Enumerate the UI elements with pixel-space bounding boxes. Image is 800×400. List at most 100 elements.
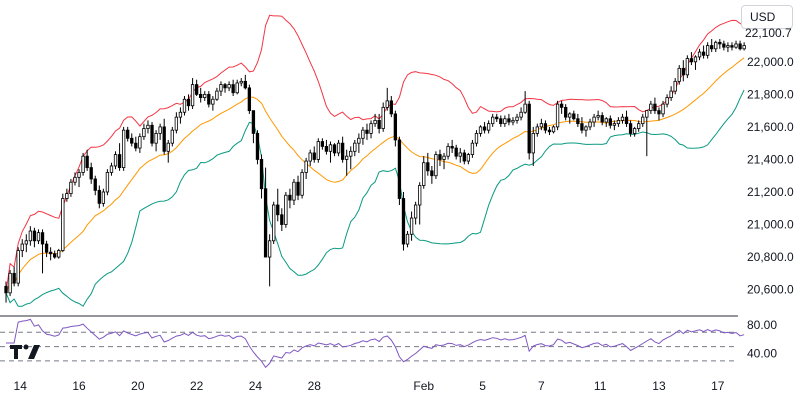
candle[interactable] <box>162 118 166 155</box>
candle[interactable] <box>511 117 515 126</box>
candle[interactable] <box>292 178 296 205</box>
candle[interactable] <box>596 110 600 121</box>
candle[interactable] <box>612 120 617 131</box>
candle[interactable] <box>328 141 333 163</box>
candle[interactable] <box>146 120 150 134</box>
candle[interactable] <box>255 130 260 165</box>
candle[interactable] <box>466 152 471 165</box>
candle[interactable] <box>478 125 483 137</box>
candle[interactable] <box>182 95 187 116</box>
candle[interactable] <box>726 42 730 53</box>
candle[interactable] <box>365 123 369 140</box>
candle[interactable] <box>409 211 414 241</box>
candle[interactable] <box>138 133 142 153</box>
candle[interactable] <box>543 120 548 134</box>
candle[interactable] <box>430 165 434 184</box>
candle[interactable] <box>474 130 479 147</box>
candle[interactable] <box>661 100 665 118</box>
candle[interactable] <box>44 240 49 258</box>
candle[interactable] <box>93 175 97 196</box>
candle[interactable] <box>113 151 118 170</box>
candle[interactable] <box>130 133 134 147</box>
candle[interactable] <box>580 117 584 134</box>
candle[interactable] <box>515 113 519 124</box>
candle[interactable] <box>65 188 69 202</box>
candle[interactable] <box>288 188 292 209</box>
price-axis[interactable]: 22,000.0 21,800.0 21,600.0 21,400.0 21,200.0… <box>747 55 794 297</box>
candle[interactable] <box>486 120 491 134</box>
candle[interactable] <box>320 138 325 150</box>
candle[interactable] <box>178 107 183 124</box>
candle[interactable] <box>507 113 511 126</box>
candle[interactable] <box>20 239 24 258</box>
candle[interactable] <box>300 169 304 199</box>
candle[interactable] <box>397 136 402 205</box>
candle[interactable] <box>73 172 77 186</box>
candle[interactable] <box>588 118 592 131</box>
candle[interactable] <box>705 42 710 59</box>
candle[interactable] <box>207 91 211 108</box>
candle[interactable] <box>584 125 588 137</box>
candle[interactable] <box>385 87 389 111</box>
candle[interactable] <box>81 152 85 176</box>
candle[interactable] <box>12 266 16 287</box>
candle[interactable] <box>142 123 146 140</box>
candle[interactable] <box>624 110 629 127</box>
candle[interactable] <box>227 81 231 92</box>
candle[interactable] <box>126 126 130 142</box>
candle[interactable] <box>559 100 564 114</box>
candle[interactable] <box>681 60 685 82</box>
candle[interactable] <box>32 227 37 248</box>
candle[interactable] <box>312 146 316 163</box>
candle[interactable] <box>219 81 223 96</box>
candle[interactable] <box>267 234 272 287</box>
candle[interactable] <box>36 229 41 245</box>
candle[interactable] <box>418 182 422 225</box>
candle[interactable] <box>77 169 81 188</box>
candle[interactable] <box>462 149 466 165</box>
candle[interactable] <box>272 201 276 245</box>
candle[interactable] <box>69 178 73 197</box>
candle[interactable] <box>454 144 458 160</box>
candle[interactable] <box>16 247 20 287</box>
candle[interactable] <box>154 130 158 152</box>
candle[interactable] <box>710 39 714 53</box>
candle[interactable] <box>495 113 499 123</box>
candle[interactable] <box>316 138 320 163</box>
candle[interactable] <box>203 91 207 101</box>
candle[interactable] <box>446 143 450 160</box>
candle[interactable] <box>592 113 596 127</box>
candle[interactable] <box>357 133 361 153</box>
candle[interactable] <box>121 126 126 171</box>
candle[interactable] <box>669 86 673 101</box>
candle[interactable] <box>665 94 669 108</box>
candle[interactable] <box>426 152 430 176</box>
candle[interactable] <box>28 226 33 246</box>
candle[interactable] <box>503 115 507 127</box>
candle[interactable] <box>405 231 410 248</box>
candle[interactable] <box>576 113 580 127</box>
candle[interactable] <box>259 154 264 199</box>
candle[interactable] <box>649 100 653 114</box>
candle[interactable] <box>701 45 706 59</box>
candle[interactable] <box>389 95 393 118</box>
candle[interactable] <box>211 95 215 111</box>
candle[interactable] <box>734 40 738 49</box>
candle[interactable] <box>653 97 657 114</box>
candle[interactable] <box>531 126 535 166</box>
candle[interactable] <box>620 113 625 124</box>
candle[interactable] <box>718 39 722 49</box>
candle[interactable] <box>519 107 523 121</box>
candle[interactable] <box>223 82 227 93</box>
candle[interactable] <box>324 139 329 155</box>
candle[interactable] <box>637 120 641 132</box>
candle[interactable] <box>280 208 284 232</box>
candle[interactable] <box>158 123 162 140</box>
candle[interactable] <box>673 78 677 95</box>
candle[interactable] <box>308 149 312 166</box>
candle[interactable] <box>458 148 462 163</box>
candle[interactable] <box>564 104 568 121</box>
candle[interactable] <box>608 115 612 129</box>
candle[interactable] <box>434 151 438 179</box>
candle[interactable] <box>199 87 203 103</box>
